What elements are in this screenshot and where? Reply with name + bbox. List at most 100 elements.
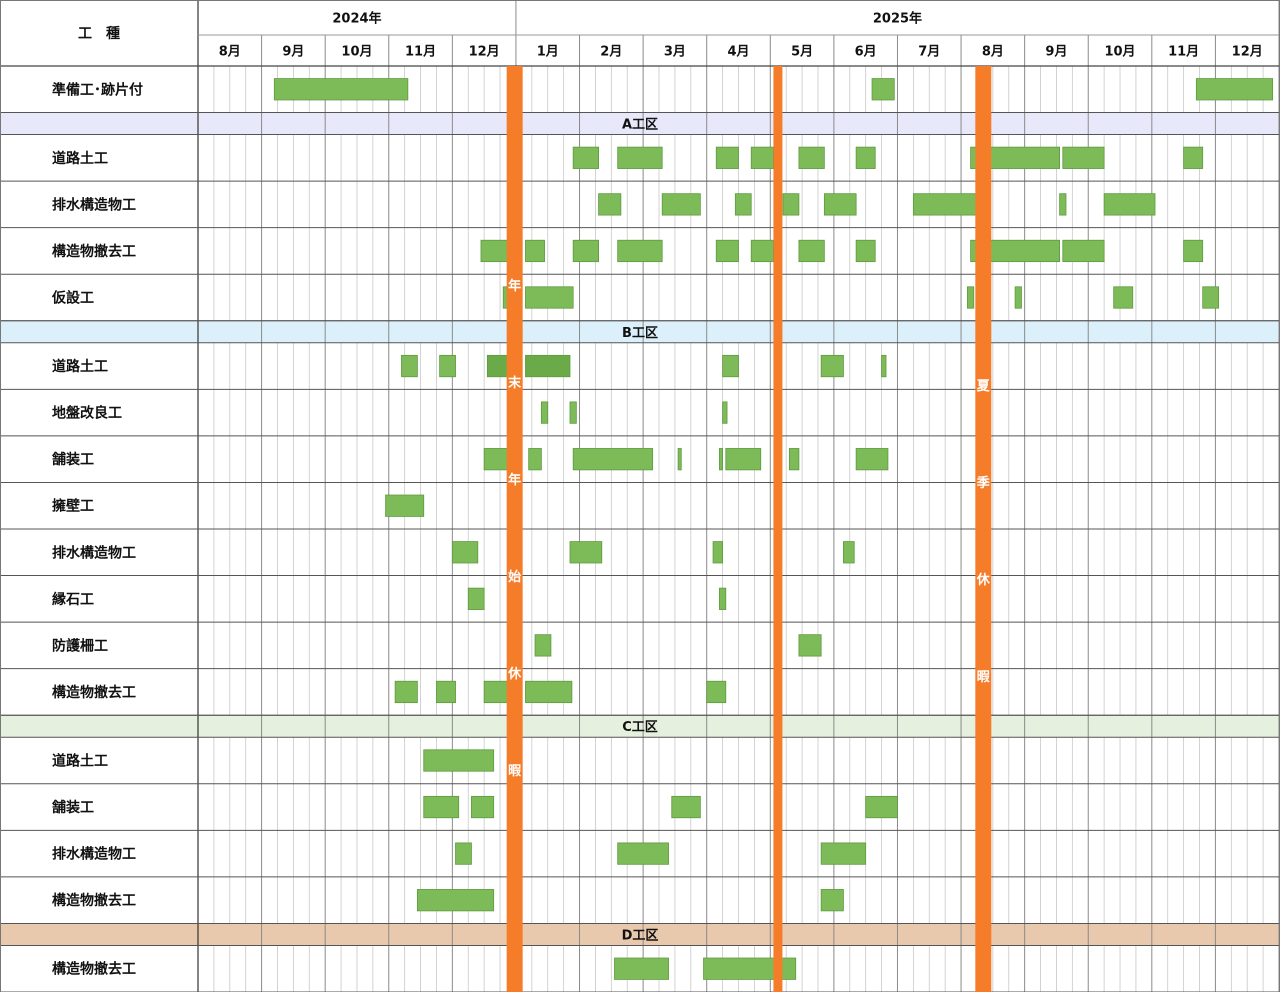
gantt-bar xyxy=(572,448,654,471)
gantt-bar xyxy=(534,634,552,657)
gantt-bar xyxy=(439,354,456,378)
holiday-label-char: 年 xyxy=(508,472,521,488)
month-label: 11月 xyxy=(1168,45,1199,60)
holiday-band xyxy=(773,66,783,992)
gantt-bar xyxy=(483,680,510,704)
holiday-label-char: 季 xyxy=(976,475,990,491)
gantt-bar xyxy=(703,957,797,980)
gantt-bar xyxy=(725,448,762,471)
gantt-bar xyxy=(734,193,752,216)
gantt-bar xyxy=(970,146,1061,169)
gantt-bar xyxy=(715,239,739,263)
gantt-bar xyxy=(569,401,577,424)
section-band xyxy=(0,320,1280,343)
month-label: 12月 xyxy=(469,45,500,60)
holiday-label-char: 夏 xyxy=(976,379,991,394)
gantt-bar xyxy=(712,541,724,564)
gantt-bar xyxy=(1059,193,1067,216)
holiday-label-char: 暇 xyxy=(977,670,990,685)
gantt-bar xyxy=(1113,286,1134,309)
gantt-bar xyxy=(525,354,571,378)
year-label: 2025年 xyxy=(873,11,922,27)
month-label: 4月 xyxy=(727,45,749,60)
gantt-bar xyxy=(912,193,978,216)
gantt-bar xyxy=(782,193,800,216)
month-label: 9月 xyxy=(1045,45,1067,60)
gantt-bar xyxy=(572,146,600,169)
gantt-bar xyxy=(881,354,887,378)
task-label: 道路土工 xyxy=(52,753,108,770)
month-label: 8月 xyxy=(219,45,241,60)
gantt-bar xyxy=(677,448,682,471)
year-label: 2024年 xyxy=(332,11,381,27)
month-label: 5月 xyxy=(791,45,813,60)
gantt-bar xyxy=(750,239,774,263)
gantt-bar xyxy=(455,842,472,865)
gantt-bar xyxy=(855,239,876,263)
gantt-bar xyxy=(1062,146,1105,169)
gantt-bar xyxy=(525,680,573,704)
gantt-bar xyxy=(273,78,409,101)
task-label: 防護柵工 xyxy=(52,637,108,654)
section-band xyxy=(0,715,1280,738)
gantt-bar xyxy=(451,541,479,564)
task-label: 舗装工 xyxy=(51,451,94,468)
gantt-bar xyxy=(788,448,800,471)
holiday-label-char: 暇 xyxy=(508,764,521,779)
month-label: 3月 xyxy=(664,45,686,60)
holiday-label-char: 末 xyxy=(507,375,522,391)
holiday-band xyxy=(506,66,523,992)
section-label: C工区 xyxy=(622,720,658,735)
task-label: 地盤改良工 xyxy=(52,405,122,422)
gantt-bar xyxy=(970,239,1061,263)
gantt-bar xyxy=(572,239,600,263)
month-label: 1月 xyxy=(537,45,559,60)
task-label: 道路土工 xyxy=(52,150,108,167)
task-label: 構造物撤去工 xyxy=(52,684,136,701)
gantt-bar xyxy=(661,193,701,216)
gantt-bar xyxy=(569,541,603,564)
gantt-bar xyxy=(385,494,425,517)
gantt-bar xyxy=(401,354,418,378)
holiday-label-char: 休 xyxy=(976,572,991,588)
gantt-bar xyxy=(617,842,669,865)
gantt-bar xyxy=(525,286,574,309)
gantt-bar xyxy=(871,78,895,101)
holiday-label-char: 休 xyxy=(507,666,522,682)
month-label: 10月 xyxy=(341,45,372,60)
gantt-bar xyxy=(614,957,669,980)
gantt-bar xyxy=(967,286,975,309)
task-label: 道路土工 xyxy=(52,358,108,375)
gantt-bar xyxy=(843,541,855,564)
gantt-bar xyxy=(394,680,418,704)
gantt-bar xyxy=(467,587,485,610)
gantt-bar xyxy=(1202,286,1219,309)
month-label: 2月 xyxy=(600,45,622,60)
gantt-bar xyxy=(715,146,739,169)
gantt-bar xyxy=(820,842,867,865)
month-label: 7月 xyxy=(918,45,940,60)
gantt-bar xyxy=(483,448,510,471)
gantt-bar xyxy=(855,146,876,169)
section-band xyxy=(0,112,1280,135)
month-label: 6月 xyxy=(855,45,877,60)
gantt-bar xyxy=(540,401,549,424)
gantt-bar xyxy=(528,448,542,471)
gantt-bar xyxy=(820,354,844,378)
section-band xyxy=(0,923,1280,946)
task-label: 排水構造物工 xyxy=(52,544,136,561)
gantt-bar xyxy=(1062,239,1105,263)
task-label: 擁壁工 xyxy=(52,498,94,515)
task-label: 排水構造物工 xyxy=(52,196,136,213)
gantt-bar xyxy=(798,634,822,657)
task-label: 排水構造物工 xyxy=(52,846,136,863)
gantt-bar xyxy=(423,795,460,819)
gantt-bar xyxy=(617,146,663,169)
gantt-bar xyxy=(436,680,456,704)
task-label: 舗装工 xyxy=(51,799,94,816)
gantt-bar xyxy=(1183,239,1204,263)
gantt-bar xyxy=(855,448,889,471)
gantt-bar xyxy=(525,239,545,263)
section-label: D工区 xyxy=(622,928,659,943)
